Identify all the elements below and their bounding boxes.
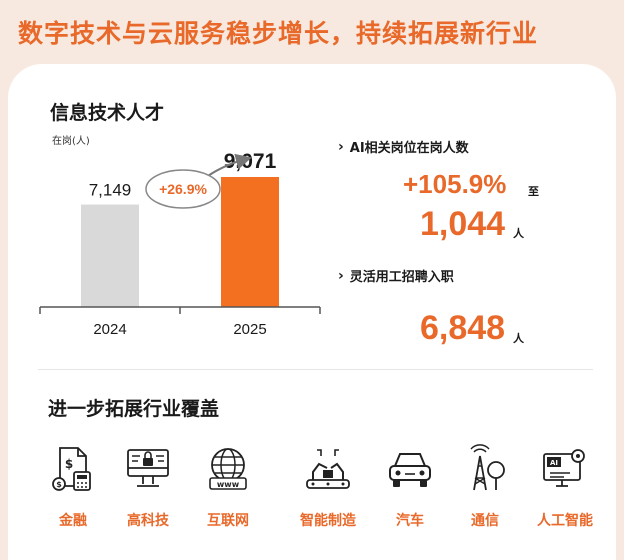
car-icon	[389, 453, 431, 487]
category-label-2025: 2025	[233, 321, 266, 338]
industries-title: 进一步拓展行业覆盖	[48, 398, 220, 420]
svg-text:www: www	[217, 480, 240, 489]
globe-www-icon: www	[209, 448, 247, 490]
section-divider	[38, 369, 593, 370]
industry-automotive: 汽车	[375, 444, 445, 530]
category-label-2024: 2024	[93, 321, 126, 338]
ai-label-text: AI相关岗位在岗人数	[349, 141, 469, 156]
industry-label: 互联网	[207, 513, 249, 529]
finance-icon: $ $	[52, 447, 91, 491]
bars-layer	[81, 177, 279, 307]
talent-bar-chart: 7,149 2024 9,071 2025 +26.9%	[39, 150, 321, 338]
growth-label: +26.9%	[159, 181, 207, 197]
industry-finance: $ $ 金融	[38, 444, 108, 530]
industry-label: 人工智能	[537, 513, 593, 529]
page-headline: 数字技术与云服务稳步增长，持续拓展新行业	[18, 19, 539, 48]
ai-growth: +105.9%	[403, 169, 507, 199]
ai-value-suffix: 人	[513, 227, 524, 240]
flex-label-text: 灵活用工招聘入职	[349, 270, 454, 285]
industry-label: 汽车	[396, 513, 424, 529]
chip-icon	[127, 449, 169, 487]
ai-growth-suffix: 至	[528, 185, 539, 198]
flex-value: 6,848	[420, 309, 506, 347]
industry-internet: www 互联网	[193, 444, 263, 530]
unit-note: 在岗(人)	[52, 136, 90, 147]
ai-value: 1,044	[420, 205, 506, 243]
value-label-2024: 7,149	[89, 181, 132, 200]
industry-label: 智能制造	[300, 513, 356, 529]
industry-telecom: 通信	[450, 444, 520, 530]
svg-text:$: $	[65, 457, 73, 471]
industry-hightech: 高科技	[113, 444, 183, 530]
ai-metric-label: › AI相关岗位在岗人数	[338, 137, 469, 157]
ai-monitor-icon: AI	[543, 449, 585, 487]
svg-text:AI: AI	[550, 459, 558, 467]
industry-label: 金融	[59, 513, 87, 529]
value-label-2025: 9,071	[224, 150, 277, 173]
talent-title: 信息技术人才	[50, 102, 165, 124]
chevron-right-icon: ›	[338, 138, 344, 155]
robot-arm-icon	[306, 449, 350, 489]
growth-badge	[145, 169, 221, 209]
industry-label: 通信	[471, 513, 499, 529]
content-card: 信息技术人才 在岗(人) 7,149 2024 9,071 2025 +26.9% ›…	[8, 64, 616, 560]
bar-2024	[81, 204, 139, 307]
industry-ai: AI 人工智能	[530, 444, 600, 530]
bar-2025	[221, 177, 279, 307]
flex-value-suffix: 人	[513, 332, 524, 345]
industry-label: 高科技	[127, 513, 169, 529]
industry-manufacturing: 智能制造	[293, 444, 363, 530]
svg-text:$: $	[56, 480, 62, 489]
flex-metric-label: › 灵活用工招聘入职	[338, 266, 454, 286]
antenna-icon	[470, 444, 505, 491]
chevron-right-icon: ›	[338, 267, 344, 284]
